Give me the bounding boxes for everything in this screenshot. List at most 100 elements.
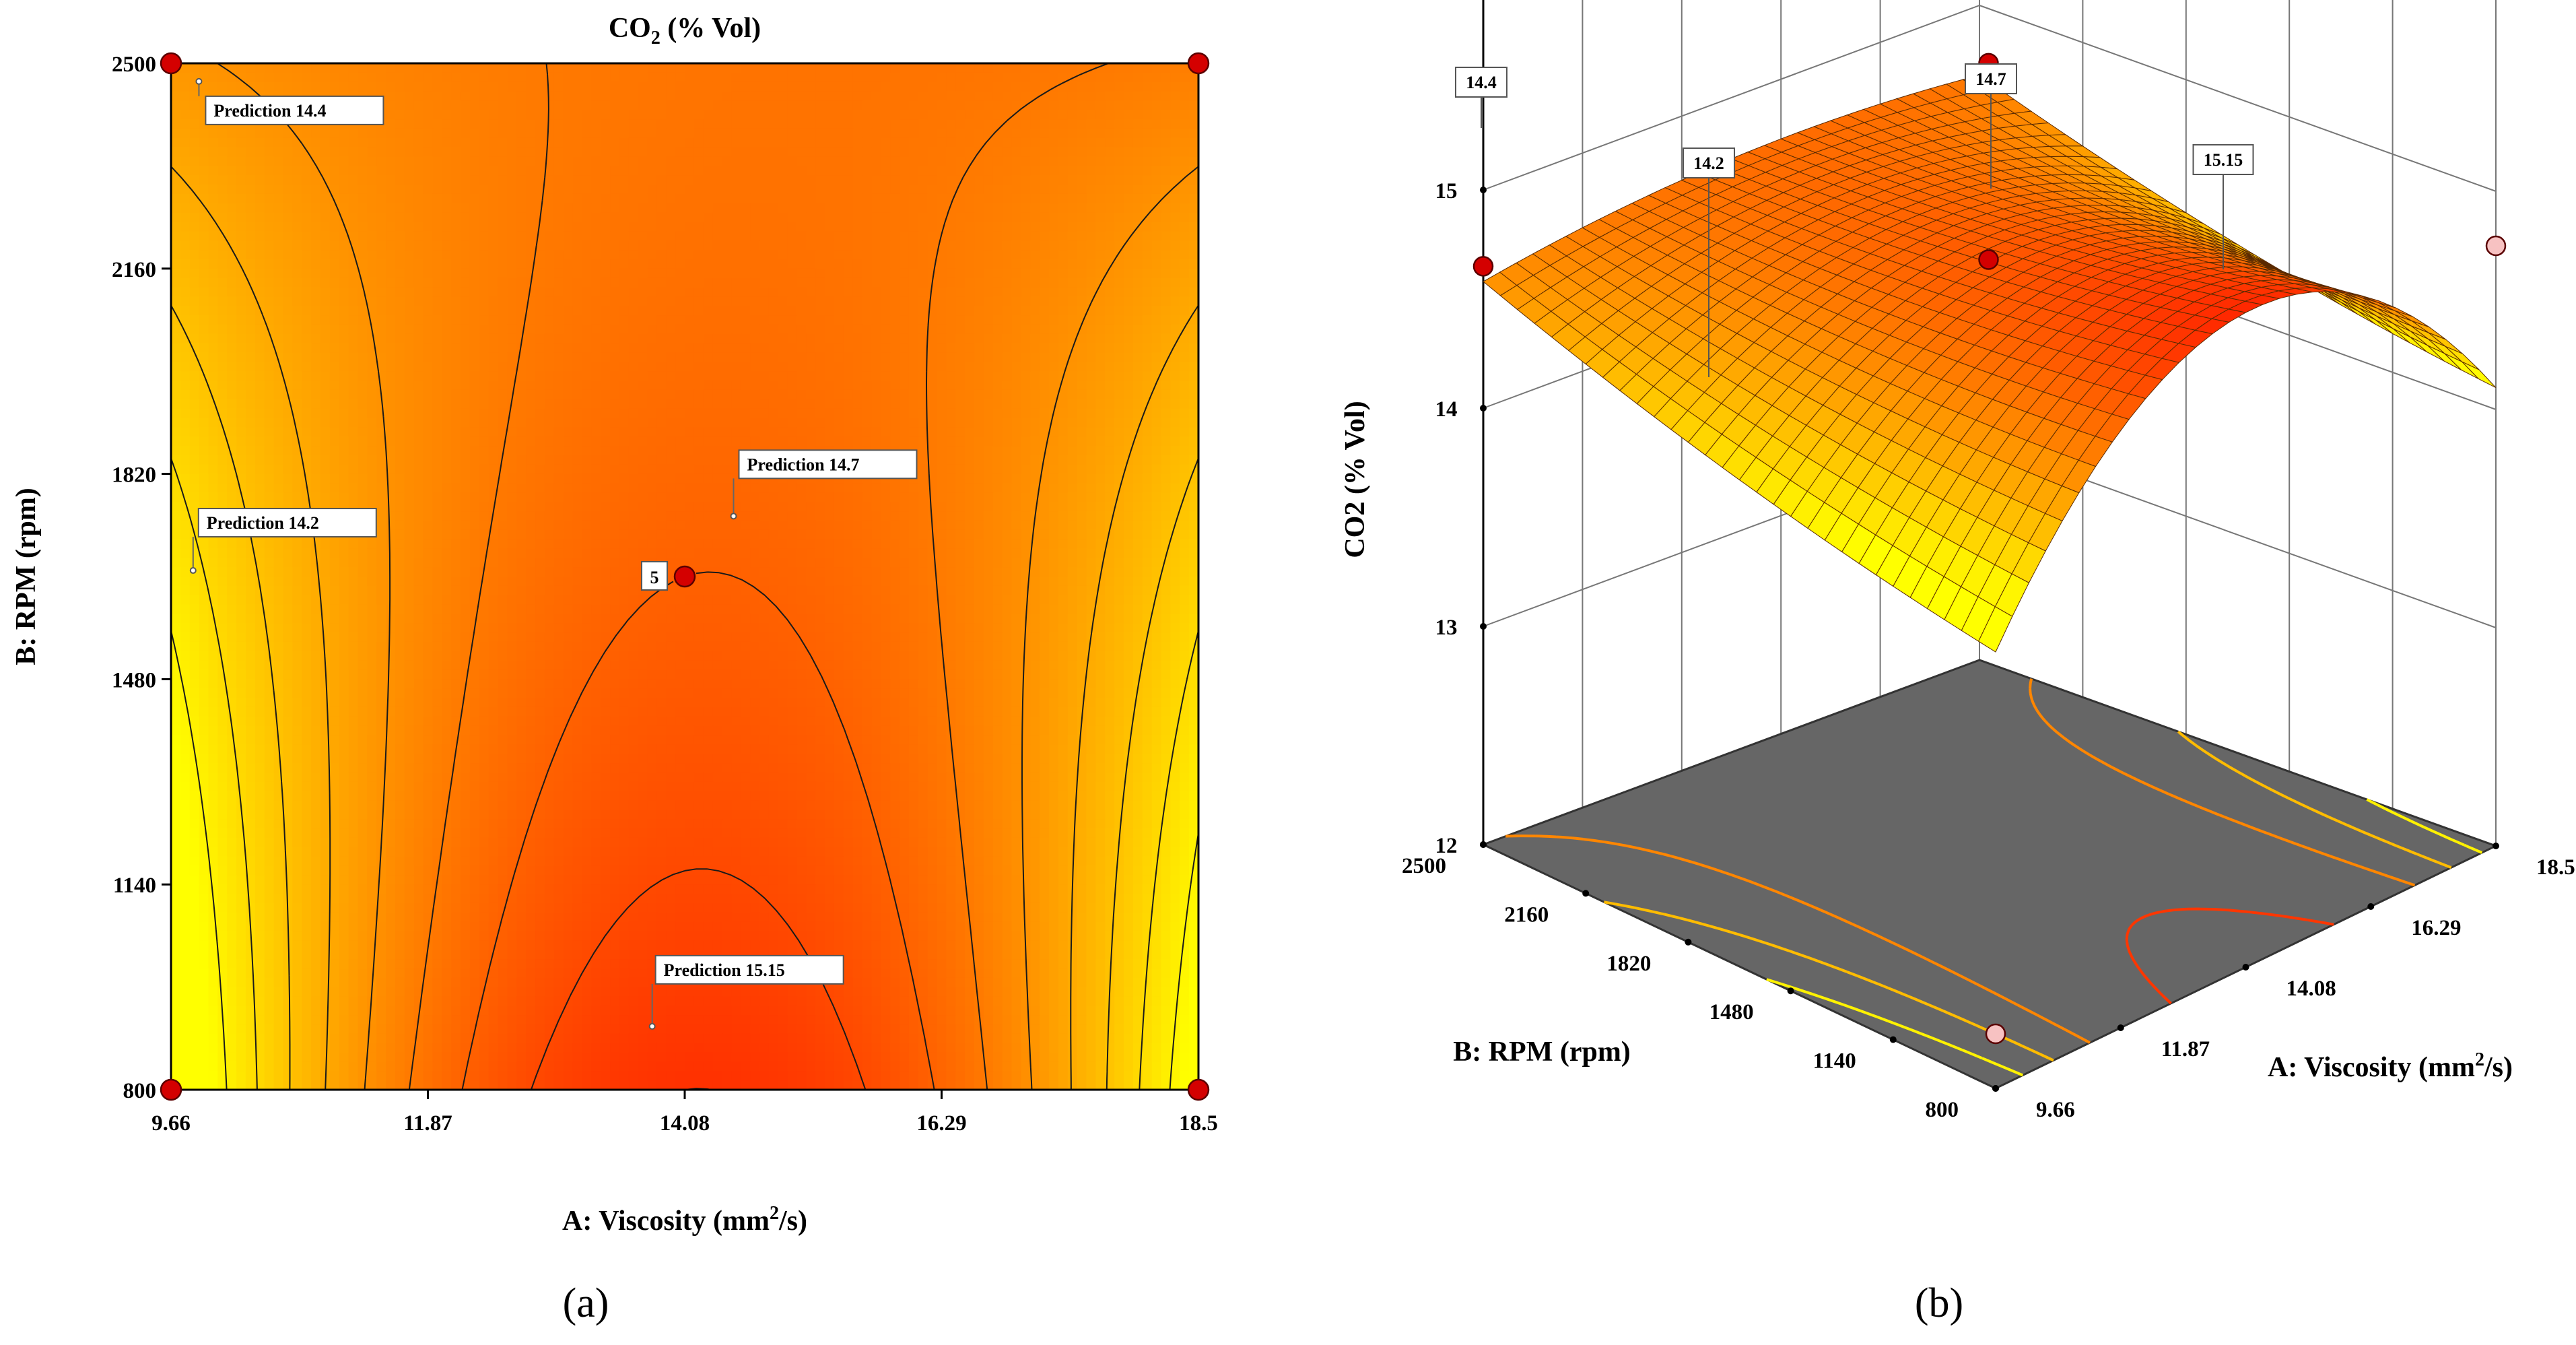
heatmap-cell [339, 72, 349, 83]
heatmap-cell [610, 72, 620, 83]
heatmap-cell [189, 240, 200, 251]
heatmap-cell [1114, 464, 1124, 475]
heatmap-cell [685, 166, 695, 176]
heatmap-cell [1151, 203, 1162, 214]
heatmap-cell [171, 259, 181, 269]
heatmap-cell [507, 137, 518, 148]
heatmap-cell [189, 418, 200, 428]
heatmap-cell [544, 137, 555, 148]
heatmap-cell [479, 333, 489, 344]
heatmap-cell [217, 306, 228, 316]
heatmap-cell [498, 81, 508, 92]
heatmap-cell [273, 175, 284, 185]
heatmap-cell [386, 268, 396, 279]
heatmap-cell [264, 446, 275, 456]
heatmap-cell [386, 464, 396, 475]
heatmap-cell [189, 296, 200, 307]
heatmap-cell [302, 156, 312, 167]
heatmap-cell [339, 371, 349, 381]
heatmap-cell [1095, 156, 1106, 167]
heatmap-cell [722, 128, 733, 139]
heatmap-cell [722, 277, 733, 288]
heatmap-cell [358, 464, 368, 475]
heatmap-cell [479, 418, 489, 428]
heatmap-cell [1021, 296, 1031, 307]
heatmap-cell [862, 408, 873, 419]
heatmap-cell [404, 436, 415, 447]
heatmap-cell [1161, 455, 1172, 465]
heatmap-cell [768, 72, 779, 83]
heatmap-cell [367, 128, 377, 139]
heatmap-cell [693, 222, 704, 232]
heatmap-cell [638, 203, 648, 214]
heatmap-cell [1189, 231, 1198, 242]
heatmap-cell [992, 240, 1003, 251]
heatmap-cell [395, 222, 405, 232]
heatmap-cell [264, 277, 275, 288]
heatmap-cell [703, 222, 714, 232]
heatmap-cell [862, 315, 873, 325]
heatmap-cell [638, 455, 648, 465]
heatmap-cell [1142, 110, 1153, 120]
heatmap-cell [834, 427, 844, 437]
heatmap-cell [236, 343, 246, 354]
heatmap-cell [376, 362, 386, 372]
heatmap-cell [1105, 240, 1115, 251]
heatmap-cell [1151, 147, 1162, 158]
heatmap-cell [180, 352, 191, 363]
heatmap-cell [507, 277, 518, 288]
heatmap-cell [703, 277, 714, 288]
heatmap-cell [983, 473, 994, 484]
heatmap-cell [778, 91, 788, 102]
heatmap-cell [619, 324, 630, 335]
heatmap-cell [731, 147, 742, 158]
heatmap-cell [638, 333, 648, 344]
heatmap-cell [946, 362, 957, 372]
heatmap-cell [180, 389, 191, 400]
heatmap-cell [302, 250, 312, 260]
heatmap-cell [619, 156, 630, 167]
heatmap-cell [1095, 427, 1106, 437]
heatmap-cell [358, 418, 368, 428]
heatmap-cell [675, 72, 685, 83]
heatmap-cell [339, 63, 349, 73]
heatmap-cell [180, 193, 191, 204]
heatmap-cell [759, 352, 770, 363]
heatmap-cell [741, 381, 751, 391]
heatmap-cell [1058, 185, 1069, 195]
heatmap-cell [1002, 464, 1013, 475]
heatmap-cell [647, 315, 658, 325]
heatmap-cell [693, 464, 704, 475]
heatmap-cell [451, 277, 461, 288]
heatmap-cell [255, 259, 265, 269]
heatmap-cell [329, 128, 340, 139]
heatmap-cell [946, 110, 957, 120]
heatmap-cell [796, 185, 807, 195]
heatmap-cell [553, 352, 564, 363]
heatmap-cell [890, 91, 900, 102]
heatmap-cell [171, 381, 181, 391]
heatmap-cell [656, 100, 667, 111]
heatmap-cell [1086, 333, 1097, 344]
heatmap-cell [227, 212, 237, 223]
heatmap-cell [731, 81, 742, 92]
heatmap-cell [937, 324, 947, 335]
heatmap-cell [311, 240, 321, 251]
heatmap-cell [367, 352, 377, 363]
heatmap-cell [796, 231, 807, 242]
heatmap-cell [236, 250, 246, 260]
heatmap-cell [1142, 436, 1153, 447]
heatmap-cell [900, 185, 910, 195]
heatmap-cell [881, 324, 891, 335]
heatmap-cell [712, 231, 723, 242]
heatmap-cell [1114, 455, 1124, 465]
heatmap-cell [965, 343, 975, 354]
heatmap-cell [227, 473, 237, 484]
heatmap-cell [1049, 427, 1059, 437]
heatmap-cell [601, 483, 611, 494]
heatmap-cell [488, 306, 499, 316]
heatmap-cell [806, 175, 817, 185]
heatmap-cell [693, 185, 704, 195]
heatmap-cell [610, 343, 620, 354]
heatmap-cell [1040, 240, 1050, 251]
